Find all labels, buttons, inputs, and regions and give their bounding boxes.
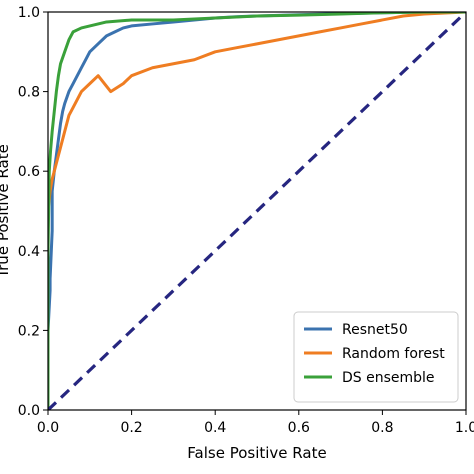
x-tick-label: 0.2 [120, 420, 142, 436]
y-tick-label: 0.6 [18, 164, 40, 180]
x-tick-label: 1.0 [455, 420, 474, 436]
legend: Resnet50 Random forest DS ensemble [293, 311, 459, 403]
x-tick-label: 0.0 [37, 420, 59, 436]
x-tick-label: 0.4 [204, 420, 226, 436]
x-tick-label: 0.6 [288, 420, 310, 436]
axes: 0.0 0.2 0.4 0.6 0.8 1.0 0.0 0.2 0.4 0.6 0.8 1.0 [18, 5, 474, 436]
y-axis-label: True Positive Rate [0, 144, 12, 279]
series-line-ds-ensemble [48, 12, 466, 410]
plot-area [48, 12, 466, 410]
series-line-diagonal-reference [48, 12, 466, 410]
legend-label-random-forest: Random forest [342, 346, 445, 362]
x-axis-label: False Positive Rate [187, 444, 326, 462]
y-tick-label: 0.4 [18, 244, 40, 260]
y-tick-label: 0.8 [18, 85, 40, 101]
plot-frame [47, 11, 467, 411]
legend-label-resnet50: Resnet50 [342, 322, 408, 338]
y-tick-label: 0.0 [18, 403, 40, 419]
series-line-random-forest [48, 12, 466, 410]
x-tick-label: 0.8 [371, 420, 393, 436]
legend-box [293, 311, 459, 403]
y-tick-label: 1.0 [18, 5, 40, 21]
legend-label-ds-ensemble: DS ensemble [342, 370, 435, 386]
y-tick-label: 0.2 [18, 323, 40, 339]
